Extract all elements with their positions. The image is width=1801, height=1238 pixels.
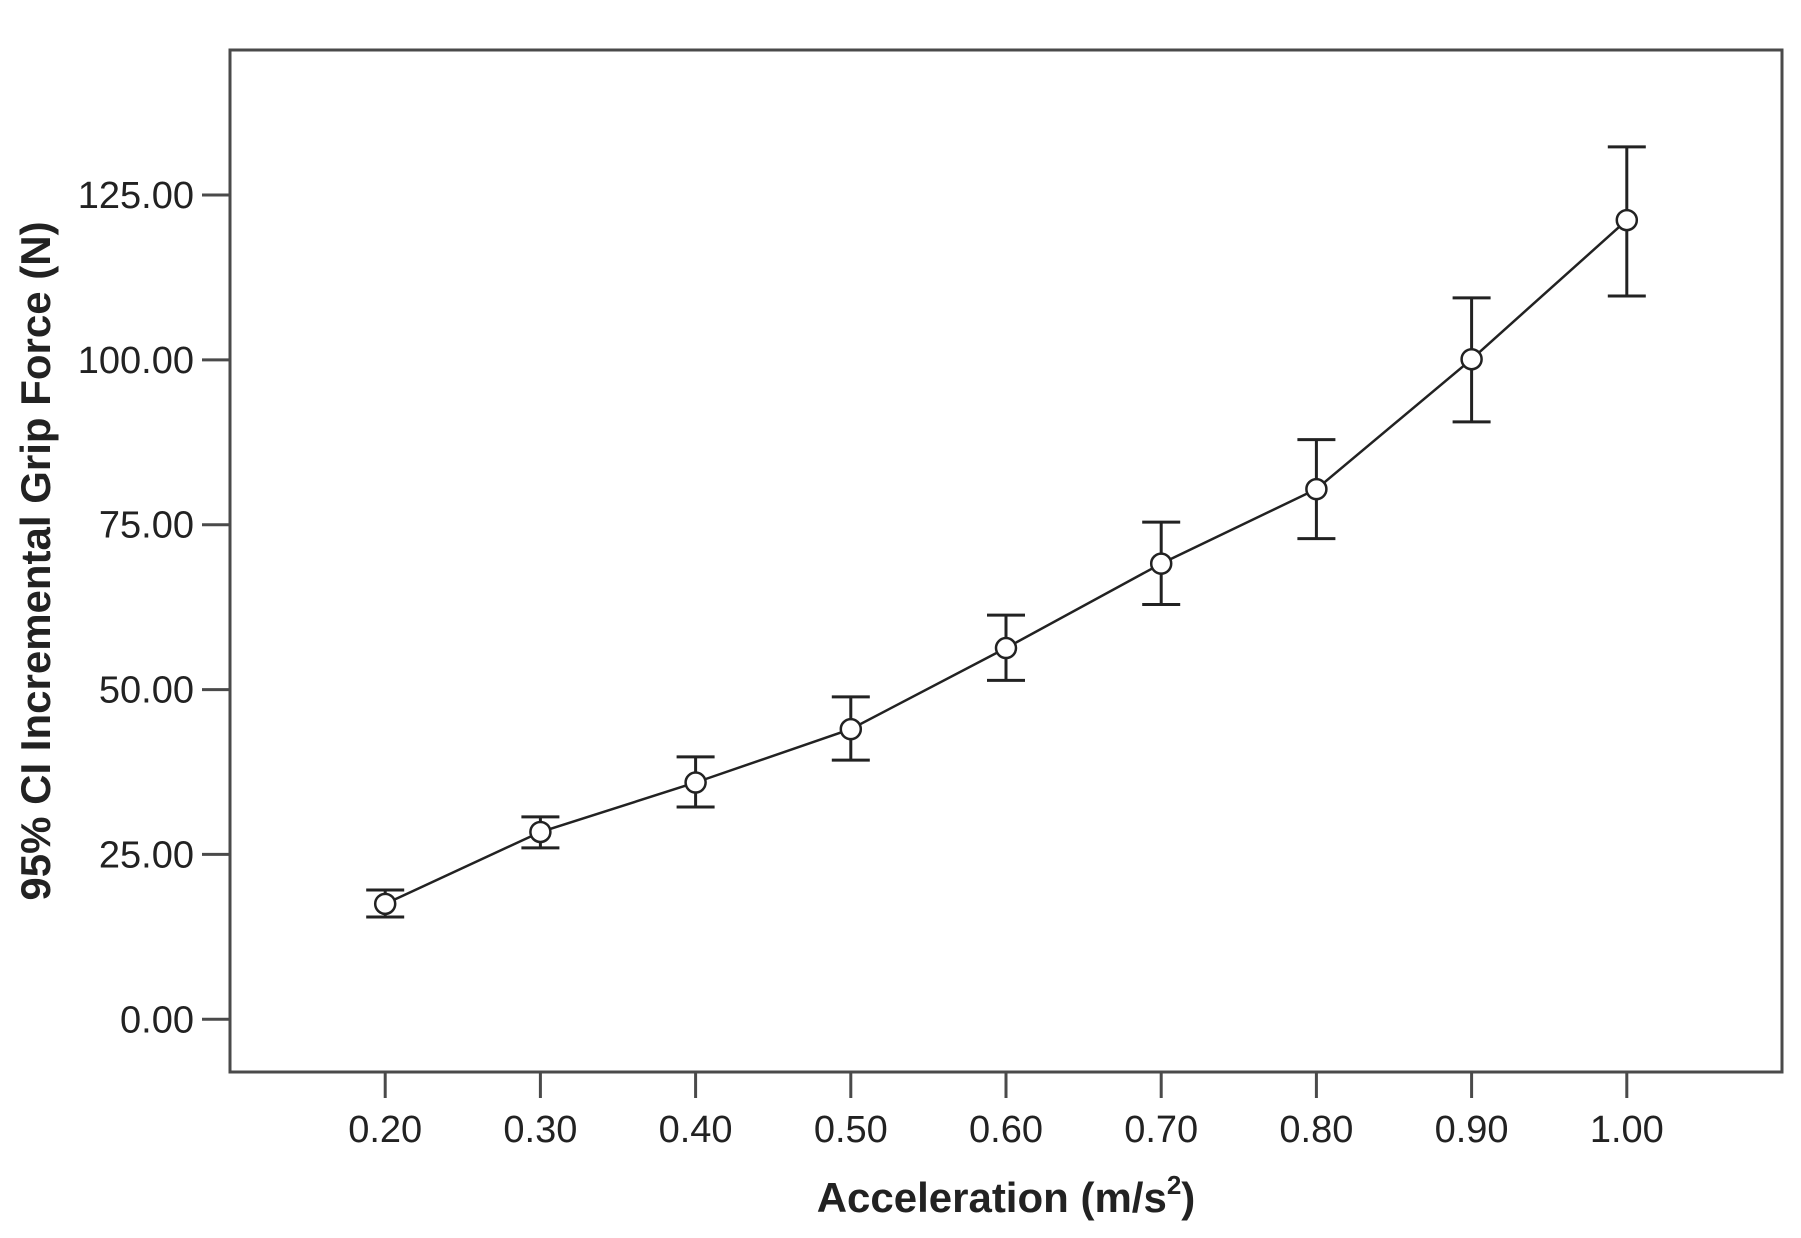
- data-point-marker: [373, 892, 397, 916]
- x-tick-label: 0.90: [1435, 1109, 1509, 1151]
- data-point-marker: [1305, 477, 1328, 501]
- series-line: [384, 219, 1628, 906]
- x-tick-label: 0.80: [1279, 1109, 1353, 1151]
- data-point-marker: [994, 636, 1018, 660]
- data-point-marker: [839, 717, 863, 741]
- data-point-marker: [529, 820, 552, 844]
- y-tick-label: 75.00: [99, 505, 194, 547]
- x-tick-label: 0.50: [814, 1109, 888, 1151]
- x-axis-title: Acceleration (m/s2): [817, 1170, 1196, 1221]
- x-tick-label: 0.70: [1124, 1109, 1198, 1151]
- x-tick-label: 0.60: [969, 1109, 1043, 1151]
- data-point-marker: [684, 771, 707, 794]
- y-tick-label: 100.00: [78, 340, 194, 382]
- x-axis-title-main: Acceleration (m/s: [817, 1174, 1167, 1221]
- data-point-marker: [1460, 347, 1483, 371]
- y-axis: 0.00 25.00 50.00 75.00 100.00 125.00: [78, 175, 230, 1041]
- x-axis-title-superscript: 2: [1167, 1170, 1181, 1200]
- y-tick-label: 50.00: [99, 670, 194, 712]
- x-tick-label: 1.00: [1590, 1109, 1664, 1151]
- y-axis-title: 95% CI Incremental Grip Force (N): [12, 221, 59, 900]
- y-tick-label: 25.00: [99, 834, 194, 876]
- data-point-marker: [1149, 552, 1173, 575]
- series-layer: [366, 145, 1646, 919]
- x-axis-title-suffix: ): [1181, 1174, 1195, 1221]
- plot-frame: [228, 48, 1784, 1074]
- x-axis: 0.20 0.30 0.40 0.50 0.60 0.70 0.80 0.90 1.00: [348, 1072, 1664, 1151]
- y-tick-label: 0.00: [120, 999, 194, 1041]
- x-tick-label: 0.30: [503, 1109, 577, 1151]
- x-tick-label: 0.40: [659, 1109, 733, 1151]
- x-tick-label: 0.20: [348, 1109, 422, 1151]
- data-point-marker: [1615, 208, 1639, 232]
- y-tick-label: 125.00: [78, 175, 194, 217]
